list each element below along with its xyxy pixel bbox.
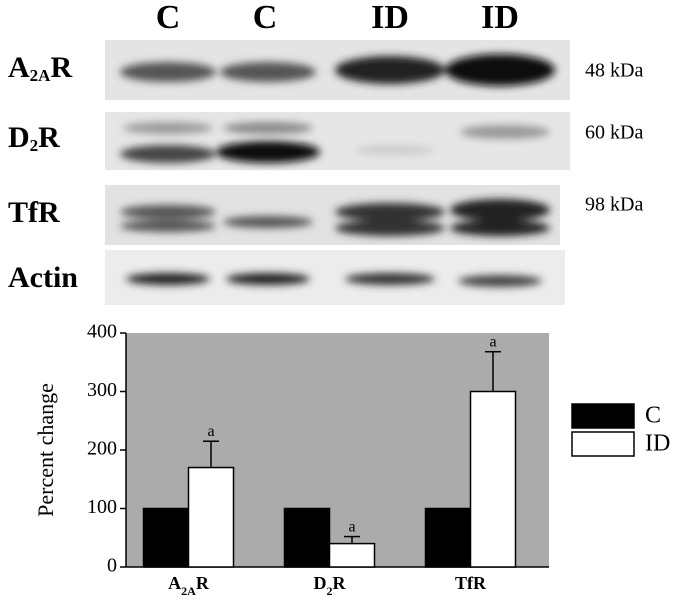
blot-strips [105,40,570,305]
label-part: 2A [181,584,196,598]
label-part: R [50,51,72,84]
size-label: 48 kDa [585,60,643,82]
lane-label: C [253,0,278,36]
label-part: D [8,121,30,154]
label-part: 2 [327,584,333,598]
x-tick-label: TfR [455,573,487,593]
bar [469,390,517,568]
y-tick-label: 0 [107,555,117,577]
label-part: R [333,573,347,593]
row-label: TfR [8,196,60,229]
bar [142,507,190,568]
legend-swatch [571,431,635,457]
size-label: 60 kDa [585,122,643,144]
legend-label: C [645,403,661,429]
y-tick-label: 400 [87,321,117,343]
label-part: 2A [30,66,52,85]
bar [187,466,235,568]
label-part: A [8,51,30,84]
x-tick-label: D2R [314,573,347,598]
bar [424,507,472,568]
row-label: D2R [8,121,60,155]
x-tick-label: A2AR [168,573,210,598]
lane-label: C [156,0,181,36]
row-label: A2AR [8,51,72,85]
significance-label: a [348,518,355,535]
row-label: Actin [8,261,78,294]
label-part: 2 [30,136,39,155]
label-part: R [38,121,60,154]
legend-swatch [571,403,635,429]
bar [283,507,331,568]
label-part: D [314,573,327,593]
label-part: TfR [455,573,487,593]
significance-label: a [489,333,496,350]
lane-label: ID [481,0,519,36]
y-tick-label: 300 [87,379,117,401]
label-part: R [196,573,210,593]
legend-label: ID [645,431,670,457]
label-part: TfR [8,196,60,229]
bar [328,542,376,568]
y-tick-label: 200 [87,438,117,460]
significance-label: a [207,423,214,440]
bands [120,54,555,287]
lane-label: ID [371,0,409,36]
y-tick-label: 100 [87,496,117,518]
y-axis-label: Percent change [33,383,58,517]
label-part: Actin [8,261,78,294]
size-label: 98 kDa [585,194,643,216]
label-part: A [168,573,181,593]
